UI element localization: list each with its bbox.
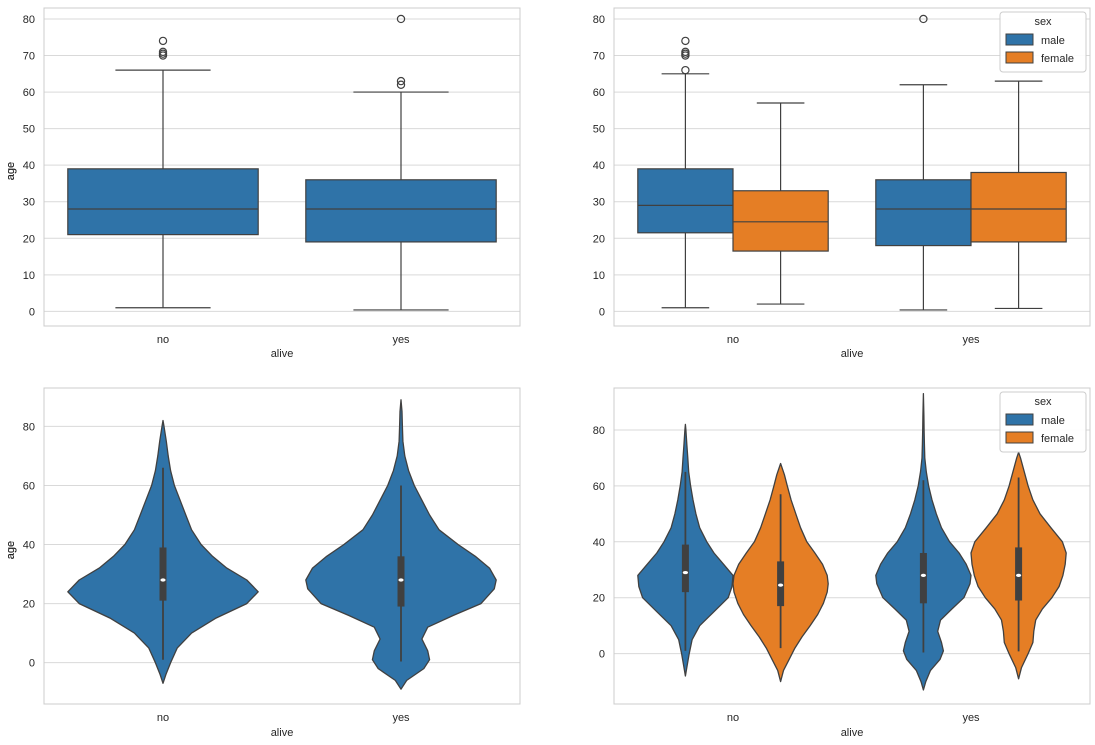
x-tick-label: yes [392, 712, 410, 724]
x-tick-label: yes [962, 712, 980, 724]
y-tick-label: 40 [593, 160, 605, 172]
violin-iqr-bar [159, 547, 167, 601]
violin-median [160, 578, 166, 582]
y-axis-label: age [5, 162, 17, 180]
y-tick-label: 50 [23, 124, 35, 136]
box-yes-male [875, 179, 972, 247]
legend-swatch-male [1005, 413, 1034, 426]
y-axis-label: age [5, 162, 17, 180]
plot-frame [613, 387, 1091, 705]
x-tick-label: no [157, 334, 169, 346]
y-tick-label: 70 [593, 51, 605, 63]
box-no-female [732, 190, 829, 252]
violin-median [682, 570, 689, 575]
outlier-point [158, 47, 168, 57]
y-tick-label: 30 [593, 197, 605, 209]
legend: sex male female [999, 11, 1087, 73]
x-tick-label: no [157, 712, 169, 724]
plot-area [44, 8, 520, 326]
outlier-point [681, 47, 690, 57]
legend-title: sex [1034, 396, 1052, 408]
x-tick-label: yes [962, 334, 980, 346]
y-tick-label: 20 [593, 593, 605, 605]
legend-label-male: male [1041, 415, 1065, 427]
y-tick-label: 60 [23, 87, 35, 99]
y-tick-label: 80 [593, 14, 605, 26]
y-tick-label: 60 [23, 480, 35, 492]
plot-frame [43, 387, 521, 705]
y-tick-label: 0 [29, 306, 35, 318]
legend-title: sex [1034, 16, 1052, 28]
x-axis-label: alive [841, 348, 864, 360]
y-tick-label: 60 [593, 481, 605, 493]
box-no [67, 168, 259, 236]
y-tick-label: 20 [593, 233, 605, 245]
legend-swatch-female [1005, 51, 1034, 64]
x-tick-label: no [727, 712, 739, 724]
y-tick-label: 30 [23, 197, 35, 209]
y-tick-label: 10 [23, 270, 35, 282]
x-axis-label: alive [271, 727, 294, 739]
outlier-point [681, 65, 690, 75]
violin-iqr-bar [681, 544, 689, 593]
y-tick-label: 10 [593, 270, 605, 282]
y-tick-label: 80 [23, 421, 35, 433]
violin-median [1016, 573, 1022, 577]
x-tick-label: no [727, 334, 739, 346]
y-tick-label: 40 [23, 540, 35, 552]
violin-median [920, 573, 927, 577]
y-tick-label: 40 [593, 537, 605, 549]
outlier-point [681, 36, 690, 46]
plot-frame [613, 7, 1091, 327]
outlier-point [919, 14, 928, 24]
legend-label-female: female [1041, 433, 1074, 445]
y-tick-label: 0 [599, 306, 605, 318]
y-tick-label: 0 [29, 658, 35, 670]
legend: sex male female [999, 391, 1087, 453]
violin-plot-age-by-alive: 0 20 40 60 80 no yes alive age [5, 387, 521, 739]
box-plot-age-by-alive: 0 10 20 30 40 50 60 70 80 no yes alive age [5, 7, 521, 360]
y-tick-label: 20 [23, 599, 35, 611]
y-tick-label: 80 [593, 425, 605, 437]
legend-label-male: male [1041, 35, 1065, 47]
outlier-point [396, 80, 406, 89]
box-no-male [637, 168, 734, 234]
plot-frame [43, 7, 521, 327]
legend-swatch-male [1005, 33, 1034, 46]
y-tick-label: 60 [593, 87, 605, 99]
box-yes-female [970, 171, 1067, 243]
y-tick-label: 20 [23, 233, 35, 245]
x-tick-label: yes [392, 334, 410, 346]
y-tick-label: 70 [23, 51, 35, 63]
x-axis-label: alive [271, 348, 294, 360]
y-axis-label: age [5, 541, 17, 559]
violin-plot-age-by-alive-and-sex: 0 20 40 60 80 no yes alive age sex male female [5, 387, 1091, 739]
violin-iqr-bar [919, 552, 927, 604]
box-plot-age-by-alive-and-sex: 0 10 20 30 40 50 60 70 80 no yes alive age sex male fem… [5, 7, 1091, 360]
y-tick-label: 50 [593, 124, 605, 136]
legend-swatch-female [1005, 431, 1034, 444]
outlier-point [158, 36, 168, 46]
y-tick-label: 0 [599, 649, 605, 661]
y-axis-label: age [5, 541, 17, 559]
violin-median [398, 578, 404, 582]
outlier-point [396, 14, 406, 24]
box-yes [305, 179, 497, 243]
violin-median [778, 583, 784, 587]
y-tick-label: 40 [23, 160, 35, 172]
outlier-point [396, 76, 406, 86]
x-axis-label: alive [841, 727, 864, 739]
legend-label-female: female [1041, 53, 1074, 65]
y-tick-label: 80 [23, 14, 35, 26]
